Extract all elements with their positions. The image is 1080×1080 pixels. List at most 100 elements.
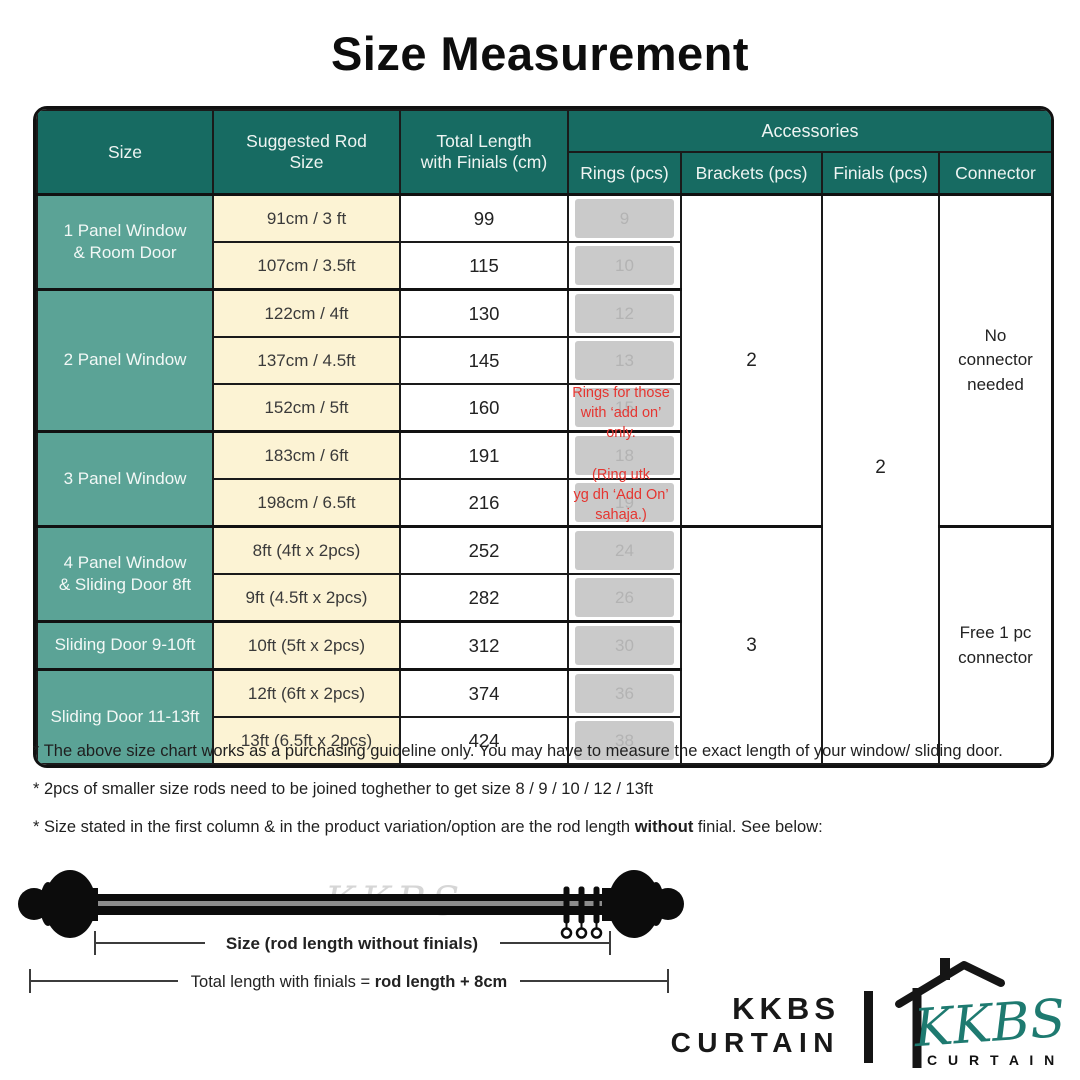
footnote-rod-length: * Size stated in the first column & in t… [33, 818, 823, 836]
rod-size-cell: 8ft (4ft x 2pcs) [212, 525, 401, 575]
size-group-label: 2 Panel Window [36, 288, 214, 433]
size-table: Size Suggested Rod Size Total Length wit… [33, 106, 1054, 768]
total-length-cell: 130 [399, 288, 569, 338]
footnote-guideline: * The above size chart works as a purcha… [33, 742, 1003, 760]
table-row: 2 Panel Window 122cm / 4ft 130 12 [36, 288, 1051, 433]
curtain-rings-icon [560, 886, 603, 939]
header-accessories: Accessories [566, 109, 1051, 153]
rod-size-cell: 91cm / 3 ft [212, 193, 401, 243]
rod-size-cell: 107cm / 3.5ft [212, 241, 401, 291]
rod-size-cell: 10ft (5ft x 2pcs) [212, 620, 401, 671]
wordmark-kkbs: KKBS [732, 991, 840, 1026]
size-dimension-line [94, 931, 611, 955]
total-length-cell: 145 [399, 336, 569, 385]
rings-grayed-value: 24 [575, 531, 674, 570]
rings-grayed-value: 36 [575, 674, 674, 713]
size-dimension-label: Size (rod length without finials) [226, 934, 478, 953]
total-length-cell: 312 [399, 620, 569, 671]
rod-size-cell: 9ft (4.5ft x 2pcs) [212, 573, 401, 623]
size-group-label: 3 Panel Window [36, 430, 214, 528]
rings-cell: 15 [567, 383, 682, 433]
logo-divider [864, 991, 873, 1063]
total-length-cell: 374 [399, 668, 569, 718]
connector-cell: No connector needed [937, 193, 1051, 528]
rod-size-cell: 12ft (6ft x 2pcs) [212, 668, 401, 718]
logo-sub-curtain: C U R T A I N [927, 1052, 1058, 1068]
table-row: 3 Panel Window 183cm / 6ft 191 18 [36, 430, 1051, 528]
total-length-cell: 99 [399, 193, 569, 243]
brackets-cell: 2 [680, 193, 823, 528]
header-rings: Rings (pcs) [567, 151, 682, 196]
total-length-cell: 216 [399, 478, 569, 528]
rings-grayed-value: 38 [575, 721, 674, 760]
rings-grayed-value: 13 [575, 341, 674, 380]
total-length-cell: 191 [399, 430, 569, 480]
rings-cell: 38 [567, 716, 682, 765]
table-row: 152cm / 5ft 160 15 [37, 383, 1051, 433]
rod-size-cell: 122cm / 4ft [212, 288, 401, 338]
rings-cell: 9 [567, 193, 682, 243]
connector-cell: Free 1 pc connector [937, 525, 1051, 765]
rings-grayed-value: 15 [575, 388, 674, 427]
size-group-label: Sliding Door 9-10ft [36, 620, 214, 671]
table-row: Sliding Door 11-13ft 12ft (6ft x 2pcs) 3… [36, 668, 1051, 765]
footnotes: * The above size chart works as a purcha… [33, 742, 1053, 837]
total-dimension-line [29, 969, 669, 993]
rings-grayed-value: 9 [575, 199, 674, 238]
finials-cell: 2 [821, 193, 940, 765]
header-connector: Connector [937, 151, 1051, 196]
rings-cell: 26 [567, 573, 682, 623]
rod-size-cell: 183cm / 6ft [212, 430, 401, 480]
total-length-cell: 424 [399, 716, 569, 765]
rings-cell: 30 [567, 620, 682, 671]
rod-size-cell: 137cm / 4.5ft [212, 336, 401, 385]
curtain-rod-diagram: KKBS [18, 870, 684, 993]
rod-size-cell: 13ft (6.5ft x 2pcs) [212, 716, 401, 765]
header-rod-size: Suggested Rod Size [212, 109, 401, 196]
size-group-label: 1 Panel Window & Room Door [36, 193, 214, 291]
page-title: Size Measurement [330, 27, 750, 80]
table-row: Sliding Door 9-10ft 10ft (5ft x 2pcs) 31… [36, 620, 1051, 671]
rings-grayed-value: 10 [575, 246, 674, 285]
rings-cell: 18 [567, 430, 682, 480]
footnote-joined-rods: * 2pcs of smaller size rods need to be j… [33, 780, 654, 798]
table-row: 4 Panel Window & Sliding Door 8ft 8ft (4… [36, 525, 1051, 765]
total-length-cell: 282 [399, 573, 569, 623]
rings-grayed-value: 30 [575, 626, 674, 665]
size-group-label: Sliding Door 11-13ft [36, 668, 214, 765]
rod-size-cell: 198cm / 6.5ft [212, 478, 401, 528]
table-row: 13ft (6.5ft x 2pcs) 424 38 [37, 716, 1051, 765]
rings-cell: 10 [567, 241, 682, 291]
total-length-cell: 115 [399, 241, 569, 291]
rings-cell: 24 [567, 525, 682, 575]
brackets-cell: 3 [680, 525, 823, 765]
kkbs-wordmark: KKBS CURTAIN [620, 991, 840, 1058]
rings-grayed-value: 19 [575, 483, 674, 522]
rings-grayed-value: 12 [575, 294, 674, 333]
rings-cell: 12 [567, 288, 682, 338]
header-total-length: Total Length with Finials (cm) [399, 109, 569, 196]
rings-note-malay: (Ring utk yg dh ‘Add On’ sahaja.) [573, 467, 669, 523]
house-roof-icon [895, 958, 1005, 1068]
kkbs-house-logo: KKBS C U R T A I N [895, 958, 1067, 1068]
total-length-cell: 160 [399, 383, 569, 433]
rings-note-english: Rings for those with ‘add on’ only. [572, 385, 670, 441]
header-finials: Finials (pcs) [821, 151, 940, 196]
logo-script-kkbs: KKBS [911, 989, 1067, 1059]
rod-size-cell: 152cm / 5ft [212, 383, 401, 433]
table-row: 9ft (4.5ft x 2pcs) 282 26 [37, 573, 1051, 623]
header-brackets: Brackets (pcs) [680, 151, 823, 196]
wordmark-curtain: CURTAIN [670, 1026, 840, 1058]
table-row: 198cm / 6.5ft 216 19 [37, 478, 1051, 528]
left-finial-icon [18, 870, 98, 938]
rings-cell: 19 [567, 478, 682, 528]
header-size: Size [36, 109, 214, 196]
table-row: 137cm / 4.5ft 145 13 [37, 336, 1051, 385]
rings-grayed-value: 18 [575, 436, 674, 475]
table-row: 107cm / 3.5ft 115 10 [37, 241, 1051, 291]
right-finial-icon [602, 870, 684, 938]
table-row: 1 Panel Window & Room Door 91cm / 3 ft 9… [36, 193, 1051, 765]
total-length-cell: 252 [399, 525, 569, 575]
total-dimension-label: Total length with finials = rod length +… [191, 973, 507, 991]
